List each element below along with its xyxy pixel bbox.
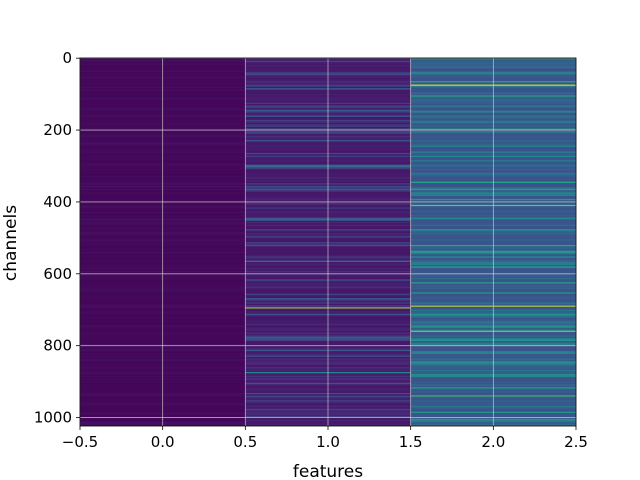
x-axis-ticks: −0.5 0.0 0.5 1.0 1.5 2.0 2.5 [62, 426, 588, 451]
x-tick-label: 1.0 [316, 433, 340, 451]
x-tick-label: 2.5 [564, 433, 588, 451]
y-tick-label: 400 [43, 193, 72, 211]
x-tick-label: 0.0 [151, 433, 175, 451]
y-tick-label: 0 [62, 49, 72, 67]
x-axis-label: features [293, 462, 363, 480]
x-tick-label: −0.5 [62, 433, 98, 451]
y-tick-label: 1000 [34, 409, 72, 427]
y-tick-label: 800 [43, 337, 72, 355]
y-tick-label: 200 [43, 121, 72, 139]
y-axis-label: channels [1, 205, 21, 281]
x-tick-label: 1.5 [399, 433, 423, 451]
x-tick-label: 2.0 [481, 433, 505, 451]
y-tick-label: 600 [43, 265, 72, 283]
y-axis-ticks: 0 200 400 600 800 1000 [34, 49, 80, 427]
x-tick-label: 0.5 [233, 433, 257, 451]
